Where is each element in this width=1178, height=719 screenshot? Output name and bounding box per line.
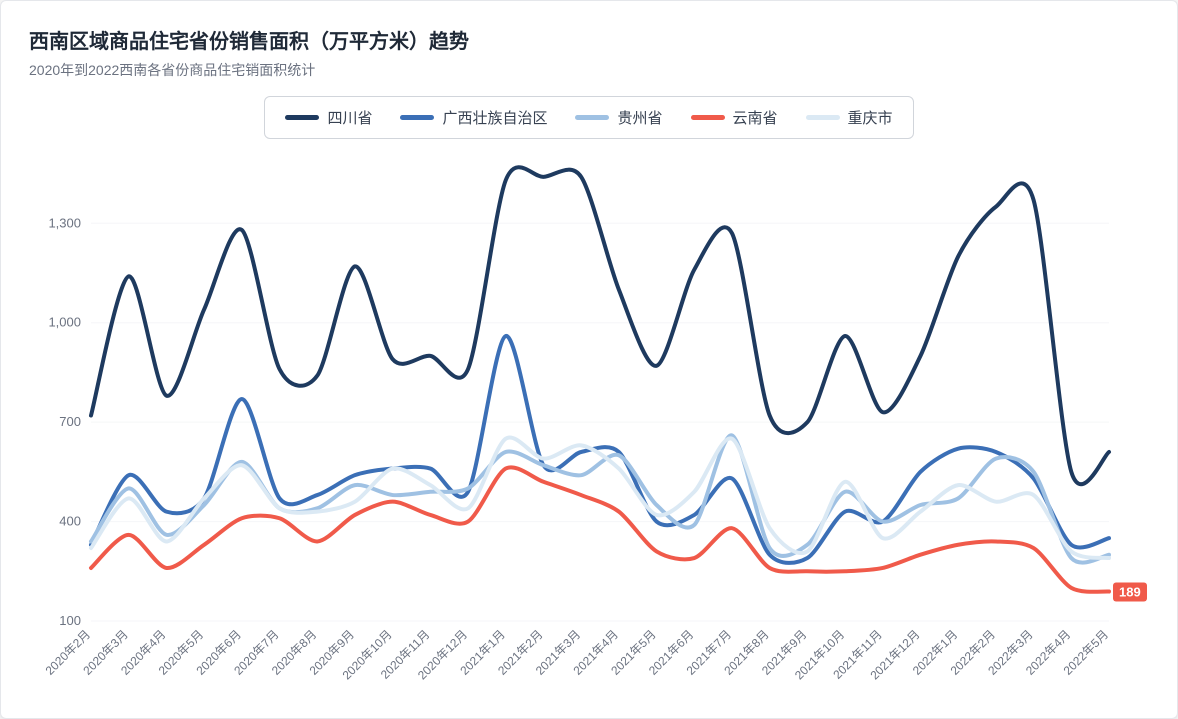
chart-title: 西南区域商品住宅省份销售面积（万平方米）趋势	[29, 25, 1149, 54]
legend-swatch	[575, 115, 609, 120]
legend-label: 云南省	[733, 107, 778, 128]
legend-swatch	[400, 115, 434, 120]
legend-item[interactable]: 重庆市	[806, 107, 893, 128]
legend-item[interactable]: 四川省	[285, 107, 372, 128]
legend-label: 贵州省	[617, 107, 662, 128]
legend-label: 广西壮族自治区	[442, 107, 547, 128]
svg-text:400: 400	[59, 514, 81, 529]
svg-text:100: 100	[59, 613, 81, 628]
legend-swatch	[806, 115, 840, 120]
chart-plot: 1004007001,0001,3002020年2月2020年3月2020年4月…	[29, 147, 1149, 707]
legend-label: 四川省	[327, 107, 372, 128]
svg-text:1,000: 1,000	[48, 315, 81, 330]
legend-label: 重庆市	[848, 107, 893, 128]
chart-card: 西南区域商品住宅省份销售面积（万平方米）趋势 2020年到2022西南各省份商品…	[0, 0, 1178, 719]
chart-svg: 1004007001,0001,3002020年2月2020年3月2020年4月…	[29, 147, 1149, 707]
svg-text:700: 700	[59, 414, 81, 429]
svg-text:1,300: 1,300	[48, 215, 81, 230]
legend-swatch	[691, 115, 725, 120]
legend-item[interactable]: 广西壮族自治区	[400, 107, 547, 128]
chart-subtitle: 2020年到2022西南各省份商品住宅销面积统计	[29, 60, 1149, 80]
chart-legend: 四川省 广西壮族自治区 贵州省 云南省 重庆市	[264, 96, 913, 139]
legend-swatch	[285, 115, 319, 120]
legend-item[interactable]: 云南省	[691, 107, 778, 128]
legend-item[interactable]: 贵州省	[575, 107, 662, 128]
end-value-badge: 189	[1113, 582, 1147, 601]
